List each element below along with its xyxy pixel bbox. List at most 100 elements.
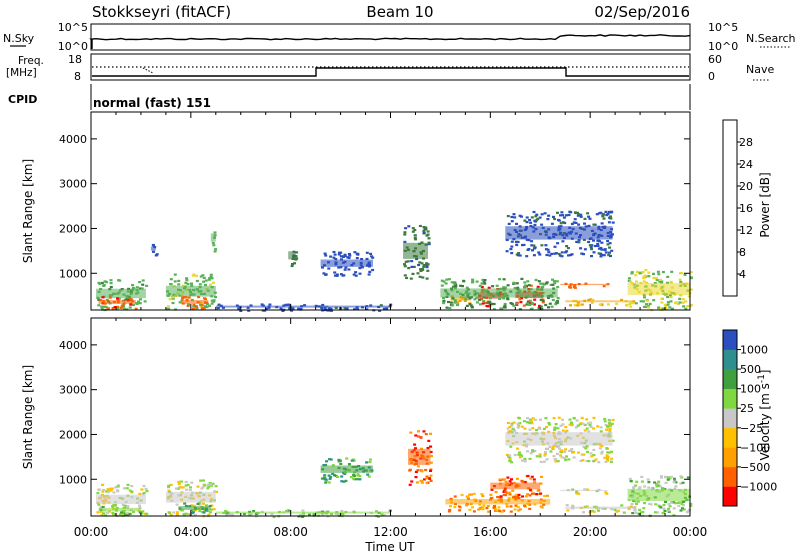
power-cell	[334, 306, 338, 309]
velocity-cell	[574, 426, 578, 429]
velocity-cell	[327, 474, 331, 477]
power-cell	[592, 239, 595, 242]
velocity-cell	[132, 510, 135, 513]
power-cell	[475, 280, 479, 283]
velocity-cell	[540, 506, 544, 509]
power-cell	[600, 241, 604, 244]
velocity-cell	[352, 477, 355, 480]
velocity-cell	[486, 505, 490, 508]
power-cell	[652, 272, 655, 275]
velocity-cell	[203, 484, 207, 487]
velocity-cell	[482, 504, 486, 507]
velocity-cell	[508, 456, 512, 460]
velocity-cell	[686, 476, 690, 479]
power-cell	[488, 305, 492, 308]
power-cell	[116, 305, 120, 308]
power-cell	[132, 303, 135, 307]
power-cell	[481, 278, 485, 281]
power-cell	[660, 281, 664, 284]
velocity-cell	[242, 512, 246, 516]
power-region-5	[150, 246, 156, 251]
power-cell	[602, 285, 606, 288]
velocity-cell	[646, 478, 650, 481]
velocity-cell	[143, 512, 147, 515]
velocity-cell	[587, 430, 591, 433]
velocity-cell	[659, 475, 663, 478]
power-cell	[264, 307, 268, 310]
power-panel	[90, 111, 691, 311]
velocity-cell	[542, 460, 546, 463]
power-cell	[468, 303, 472, 306]
power-cell	[334, 258, 338, 261]
power-cell	[510, 240, 514, 243]
power-cell	[203, 305, 207, 308]
velocity-cell	[610, 450, 613, 453]
velocity-cell	[529, 477, 533, 480]
power-cell	[115, 307, 119, 310]
power-cell	[488, 297, 492, 300]
velocity-cell	[523, 457, 527, 460]
velocity-cell	[545, 458, 549, 461]
velocity-cell	[107, 490, 111, 494]
power-cell	[537, 251, 541, 254]
velocity-cell	[607, 451, 611, 454]
power-cell	[595, 213, 599, 216]
velocity-cell	[325, 460, 329, 463]
velocity-cell	[517, 453, 521, 456]
power-cell	[327, 267, 331, 270]
power-cell	[563, 221, 567, 225]
velocity-cell	[586, 422, 590, 425]
velocity-cell	[636, 500, 640, 503]
power-cell	[290, 264, 294, 268]
velocity-cell	[419, 479, 423, 482]
power-cell	[625, 304, 629, 307]
velocity-cell	[366, 473, 370, 476]
power-cell	[635, 270, 639, 273]
velocity-cell	[659, 506, 663, 509]
velocity-cell	[477, 508, 481, 511]
velocity-cell	[585, 427, 589, 430]
power-cell	[533, 303, 536, 306]
power-cell	[442, 302, 446, 305]
velocity-cell	[96, 492, 100, 495]
power-cell	[471, 278, 475, 281]
velocity-cell	[599, 430, 603, 433]
velocity-cell	[230, 513, 234, 516]
power-cell	[604, 251, 608, 254]
velocity-cell	[568, 423, 572, 426]
power-cell	[151, 243, 155, 247]
velocity-cell	[426, 446, 430, 450]
power-cell	[681, 298, 685, 301]
velocity-cell	[367, 475, 371, 478]
power-cell	[407, 267, 411, 270]
power-cell	[547, 306, 550, 309]
power-cell	[523, 286, 527, 289]
power-cell	[104, 305, 108, 309]
power-cell	[546, 248, 550, 251]
power-cell	[582, 238, 586, 241]
velocity-cell	[410, 480, 414, 483]
velocity-cell	[169, 514, 173, 517]
power-cell	[129, 303, 133, 307]
velocity-cell	[589, 452, 593, 455]
power-cell	[425, 266, 429, 269]
velocity-cell	[186, 512, 190, 516]
velocity-cell	[130, 485, 134, 488]
velocity-cell	[598, 447, 602, 450]
power-cell	[520, 277, 524, 280]
power-cell	[116, 297, 119, 300]
power-cell	[135, 286, 139, 289]
power-cell	[555, 301, 559, 304]
power-cell	[329, 307, 333, 310]
power-cell	[187, 296, 191, 299]
velocity-cell	[377, 515, 380, 518]
velocity-cell	[680, 476, 684, 479]
velocity-cell	[508, 454, 512, 457]
power-cell	[279, 307, 283, 310]
velocity-cell	[509, 430, 512, 433]
power-cell	[553, 217, 557, 221]
power-cell	[510, 252, 514, 255]
power-cell	[579, 213, 583, 216]
velocity-cell	[592, 416, 596, 419]
velocity-cell	[547, 423, 551, 426]
